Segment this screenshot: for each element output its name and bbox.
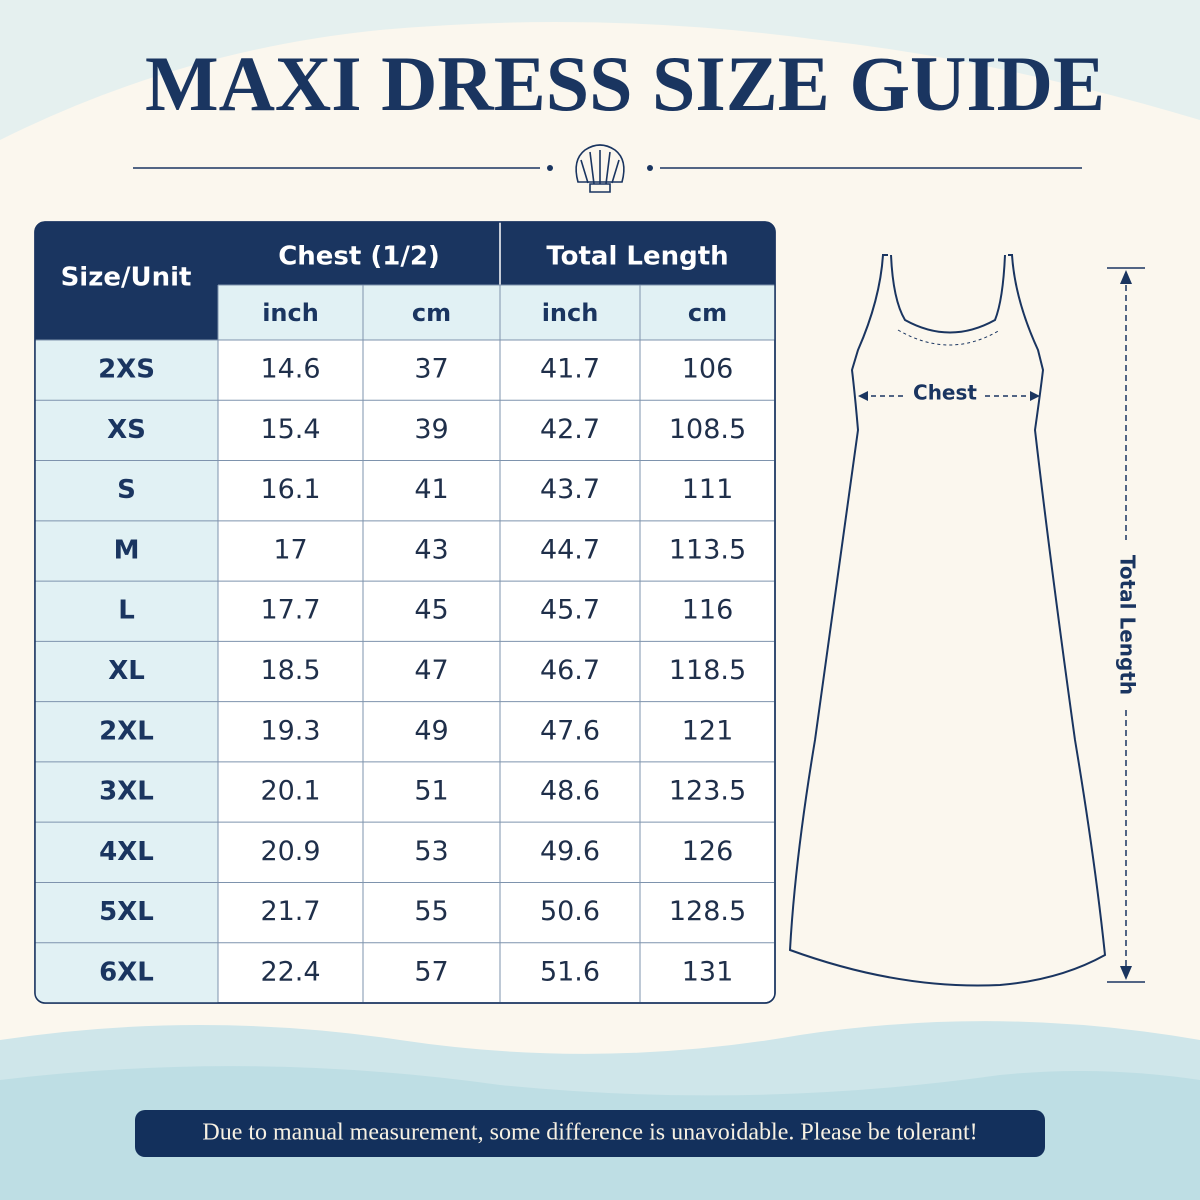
measurement: 21.7: [260, 896, 320, 927]
measurement: 51: [414, 776, 448, 807]
measurement: 57: [414, 956, 448, 987]
measurement: 108.5: [669, 414, 746, 445]
measurement: 128.5: [669, 896, 746, 927]
title: MAXI DRESS SIZE GUIDE: [145, 40, 1105, 127]
measurement: 17.7: [260, 595, 320, 626]
size-label: 6XL: [99, 957, 154, 987]
shell-icon: [575, 144, 625, 193]
unit-header: cm: [412, 299, 451, 327]
dress-outline: [788, 254, 1107, 987]
size-label: XL: [108, 656, 145, 686]
size-label: 2XL: [99, 716, 154, 746]
unit-row-bg: [218, 285, 775, 340]
measurement: 45.7: [540, 595, 600, 626]
measurement: 113.5: [669, 534, 746, 565]
note-banner: [135, 1110, 1045, 1157]
measurement: 44.7: [540, 534, 600, 565]
measurement: 20.1: [260, 776, 320, 807]
measurement: 106: [682, 354, 734, 385]
measurement: 17: [273, 534, 307, 565]
note: Due to manual measurement, some differen…: [202, 1120, 977, 1146]
measurement: 45: [414, 595, 448, 626]
measurement: 47.6: [540, 715, 600, 746]
measurement: 111: [682, 474, 734, 505]
measurement: 37: [414, 354, 448, 385]
length-label: Total Length: [1116, 555, 1140, 695]
measurement: 116: [682, 595, 734, 626]
corner-header: Size/Unit: [61, 263, 192, 293]
measurement: 131: [682, 956, 734, 987]
size-label: L: [118, 596, 135, 626]
measurement: 20.9: [260, 836, 320, 867]
size-label: 4XL: [99, 837, 154, 867]
measurement: 19.3: [260, 715, 320, 746]
measurement: 49.6: [540, 836, 600, 867]
measurement: 41.7: [540, 354, 600, 385]
size-label: 2XS: [98, 355, 155, 385]
seam: [897, 329, 1001, 346]
size-label: S: [117, 475, 136, 505]
measurement: 43: [414, 534, 448, 565]
measurement: 14.6: [260, 354, 320, 385]
size-table: Size/Unit Chest (1/2) Total Length inch cm in…: [34, 221, 776, 1004]
measurement: 51.6: [540, 956, 600, 987]
unit-header: cm: [688, 299, 727, 327]
size-label: 5XL: [99, 897, 154, 927]
chest-label: Chest: [913, 381, 977, 405]
size-label: M: [114, 535, 140, 565]
measurement: 47: [414, 655, 448, 686]
measurement: 126: [682, 836, 734, 867]
measurement: 22.4: [260, 956, 320, 987]
dot: [547, 165, 553, 171]
measurement: 42.7: [540, 414, 600, 445]
size-col-bg: [35, 340, 218, 1003]
group-header: Total Length: [546, 242, 728, 272]
unit-header: inch: [542, 299, 599, 327]
measurement: 121: [682, 715, 734, 746]
measurement: 50.6: [540, 896, 600, 927]
table-border: [34, 221, 776, 1004]
dot: [647, 165, 653, 171]
measurement: 46.7: [540, 655, 600, 686]
measurement: 55: [414, 896, 448, 927]
measurement: 18.5: [260, 655, 320, 686]
measurement: 53: [414, 836, 448, 867]
measurement: 39: [414, 414, 448, 445]
measurement: 49: [414, 715, 448, 746]
top-wave: [0, 0, 1200, 140]
unit-header: inch: [262, 299, 319, 327]
size-label: XS: [107, 415, 146, 445]
measurement: 48.6: [540, 776, 600, 807]
measurement: 16.1: [260, 474, 320, 505]
measurement: 41: [414, 474, 448, 505]
group-header: Chest (1/2): [278, 242, 440, 272]
measurement: 118.5: [669, 655, 746, 686]
size-label: 3XL: [99, 777, 154, 807]
measurement: 123.5: [669, 776, 746, 807]
measurement: 43.7: [540, 474, 600, 505]
measurement: 15.4: [260, 414, 320, 445]
header-bg: [35, 222, 775, 340]
